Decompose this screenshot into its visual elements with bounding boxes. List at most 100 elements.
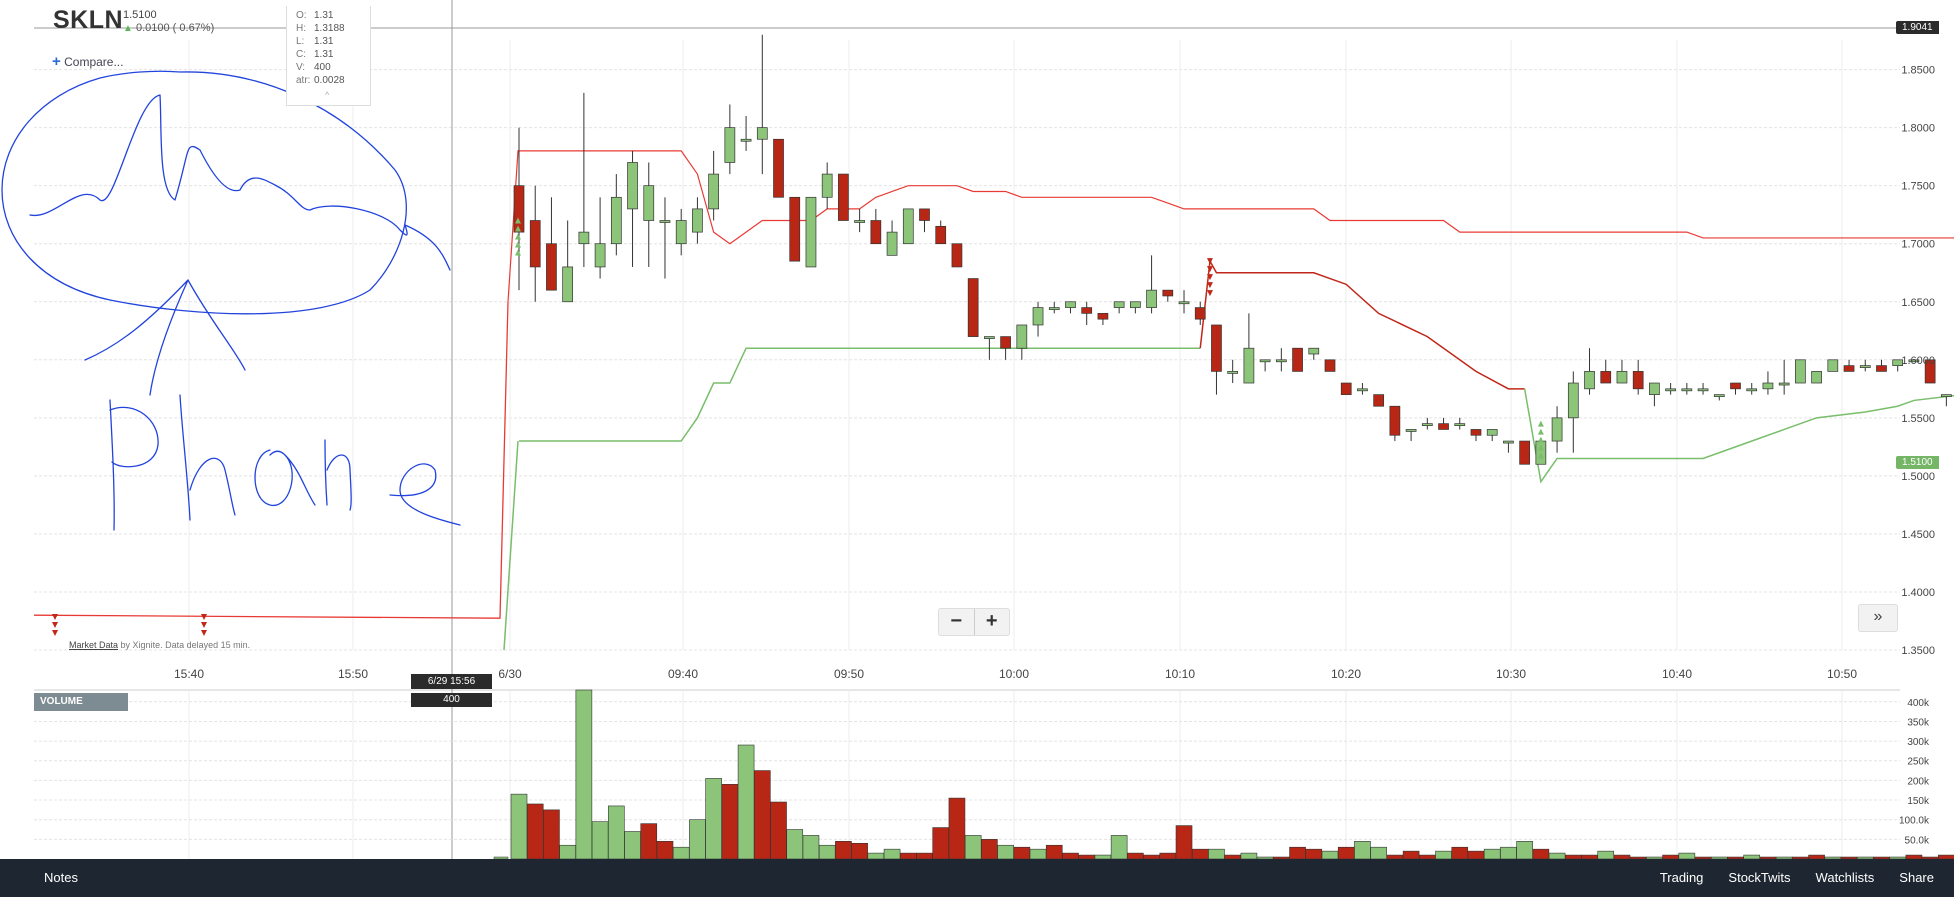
candle-body bbox=[1941, 394, 1952, 397]
price-tick-label: 1.8000 bbox=[1901, 123, 1935, 135]
candle-body bbox=[773, 138, 784, 198]
sell-marker-triangle bbox=[201, 622, 207, 628]
buy-marker-triangle bbox=[1537, 444, 1544, 451]
watchlists-link[interactable]: Watchlists bbox=[1815, 870, 1875, 885]
volume-bar bbox=[1532, 848, 1550, 860]
volume-bar bbox=[510, 793, 528, 860]
plus-icon: + bbox=[985, 610, 998, 632]
ohlc-value: 1.31 bbox=[314, 49, 334, 60]
candle-body bbox=[1746, 388, 1758, 392]
candle-body bbox=[1259, 359, 1271, 363]
zoom-out-button[interactable]: − bbox=[939, 609, 974, 635]
candle-body bbox=[1876, 365, 1887, 372]
price-axis: 1.8500 1.8000 1.7500 1.7000 1.6500 1.6000 1.55… bbox=[1901, 65, 1935, 657]
last-price: 1.5100 bbox=[123, 9, 157, 21]
price-tick-label: 1.6000 bbox=[1901, 355, 1935, 367]
share-link[interactable]: Share bbox=[1899, 870, 1934, 885]
candle-body bbox=[1778, 382, 1790, 386]
candle-body bbox=[594, 243, 606, 268]
upper-band-path bbox=[507, 150, 1954, 302]
volume-bar bbox=[1208, 848, 1225, 860]
volume-bar bbox=[640, 823, 658, 860]
stocktwits-link[interactable]: StockTwits bbox=[1728, 870, 1791, 885]
sell-marker-triangle bbox=[52, 614, 58, 620]
candle-body bbox=[1211, 324, 1222, 372]
price-tick-label: 1.5000 bbox=[1901, 471, 1935, 483]
ohlc-value: 1.3188 bbox=[314, 23, 345, 34]
candle-body bbox=[854, 220, 865, 223]
volume-bar bbox=[770, 801, 787, 860]
ohlc-value: 400 bbox=[314, 62, 331, 73]
zoom-divider bbox=[973, 609, 975, 635]
candle-body bbox=[1486, 429, 1498, 436]
market-data-link[interactable]: Market Data bbox=[69, 640, 119, 650]
price-tick-label: 1.6500 bbox=[1901, 297, 1935, 309]
candle-body bbox=[1405, 429, 1417, 432]
stop-long-line-2 bbox=[1523, 388, 1954, 484]
time-tick-label: 10:10 bbox=[1165, 667, 1195, 681]
volume-bar bbox=[705, 778, 722, 860]
volume-bar bbox=[1013, 846, 1031, 860]
zoom-in-button[interactable]: + bbox=[975, 609, 1010, 635]
volume-bar bbox=[1938, 854, 1954, 860]
buy-marker-triangle bbox=[515, 233, 521, 240]
volume-tick-label: 200k bbox=[1907, 776, 1930, 787]
caret-up-icon[interactable]: ^ bbox=[325, 90, 330, 100]
time-tick-label: 15:40 bbox=[174, 667, 204, 681]
crosshair-volume-tag: 400 bbox=[411, 693, 492, 707]
candle-body bbox=[1600, 371, 1612, 384]
data-credit: Market Data by Xignite. Data delayed 15 … bbox=[69, 640, 250, 650]
candle-body bbox=[1097, 313, 1109, 320]
notes-button[interactable]: Notes bbox=[44, 870, 78, 885]
volume-bar bbox=[835, 841, 852, 860]
buy-marker-triangle bbox=[515, 225, 521, 232]
annotation-letter-e bbox=[389, 463, 461, 526]
ohlc-label: C: bbox=[296, 49, 306, 60]
time-tick-label: 10:30 bbox=[1496, 667, 1526, 681]
candle-body bbox=[1146, 289, 1157, 308]
scroll-to-latest-button[interactable]: » bbox=[1858, 604, 1898, 632]
credit-text: by Xignite. Data delayed 15 min. bbox=[120, 640, 251, 650]
volume-bar bbox=[1483, 848, 1501, 860]
plus-icon: + bbox=[52, 53, 61, 70]
candle-body bbox=[1373, 394, 1385, 407]
minus-icon: − bbox=[950, 610, 963, 632]
ohlc-label: atr: bbox=[296, 75, 311, 86]
trading-link[interactable]: Trading bbox=[1659, 870, 1704, 885]
sell-marker-triangle bbox=[1206, 266, 1213, 273]
candle-body bbox=[1762, 382, 1774, 390]
candle-body bbox=[1292, 347, 1303, 372]
time-tick-label: 10:00 bbox=[999, 667, 1029, 681]
volume-bar bbox=[1175, 825, 1193, 860]
volume-bar bbox=[883, 848, 901, 860]
candle-body bbox=[1519, 440, 1530, 465]
volume-bar bbox=[737, 744, 755, 860]
volume-axis: 400k 350k 300k 250k 200k 150k 100.0k 50.0k bbox=[1899, 698, 1930, 847]
volume-bar bbox=[1370, 846, 1387, 860]
ohlc-row: V: 400 bbox=[296, 61, 370, 74]
volume-bar bbox=[1435, 850, 1452, 860]
up-arrow-icon: ▲ bbox=[123, 23, 133, 34]
compare-button[interactable]: + Compare... bbox=[52, 53, 123, 70]
time-gridlines bbox=[188, 40, 1843, 859]
candle-body bbox=[1616, 371, 1628, 384]
volume-bar bbox=[1467, 850, 1485, 860]
stop-short-line bbox=[1199, 258, 1525, 390]
candle-body bbox=[1503, 440, 1514, 444]
volume-tick-label: 50.0k bbox=[1905, 835, 1930, 846]
footer-links: Trading StockTwits Watchlists Share bbox=[1660, 870, 1934, 885]
buy-marker-triangle bbox=[515, 217, 521, 224]
candle-body bbox=[951, 243, 963, 268]
candle-body bbox=[740, 138, 752, 142]
price-tick-label: 1.7000 bbox=[1901, 239, 1935, 251]
candle-body bbox=[513, 185, 525, 233]
candle-body bbox=[1227, 371, 1239, 374]
candle-body bbox=[1357, 388, 1368, 392]
time-tick-label: 10:20 bbox=[1331, 667, 1361, 681]
buy-marker-triangle bbox=[1537, 428, 1544, 435]
annotation-arrow bbox=[84, 279, 246, 396]
sell-marker-triangle bbox=[1206, 274, 1213, 281]
price-tick-label: 1.3500 bbox=[1901, 645, 1935, 657]
candle-body bbox=[1924, 359, 1936, 384]
